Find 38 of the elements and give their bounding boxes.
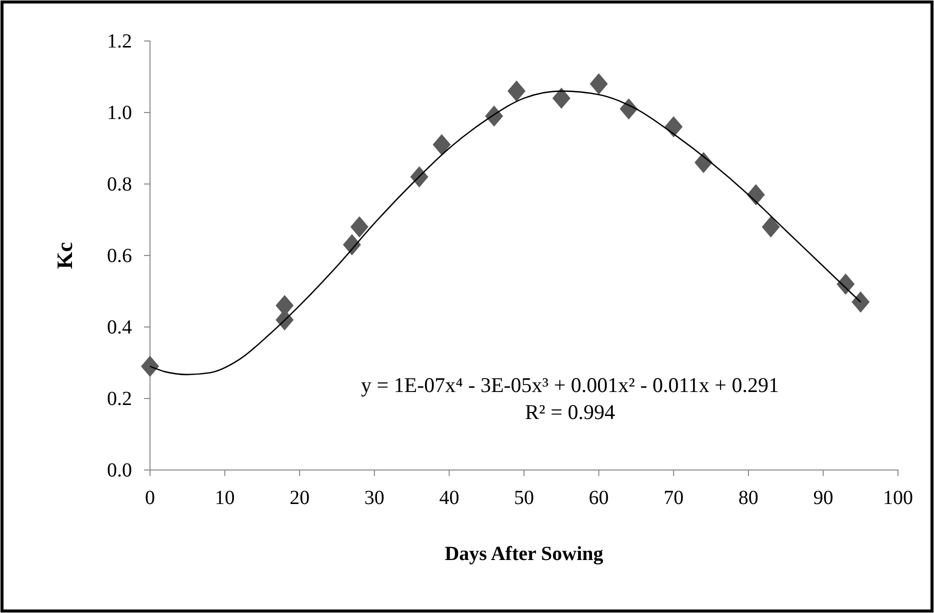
x-tick-label: 0: [145, 487, 155, 510]
point: [620, 98, 638, 120]
y-tick-label: 0.8: [107, 173, 132, 196]
point: [552, 88, 570, 109]
point: [590, 73, 608, 95]
annotation: R² = 0.994: [525, 400, 616, 424]
point: [694, 152, 713, 174]
x-tick-label: 10: [214, 487, 235, 510]
y-tick-label: 0.6: [107, 244, 132, 267]
point: [836, 273, 855, 295]
x-axis-title: Days After Sowing: [444, 543, 604, 565]
annotation: y = 1E-07x⁴ - 3E-05x³ + 0.001x² - 0.011x + 0.291: [360, 373, 780, 397]
y-tick-label: 0.0: [107, 459, 132, 482]
point: [852, 291, 870, 313]
x-tick-label: 50: [514, 487, 534, 510]
point: [410, 166, 428, 188]
y-tick-label: 1.2: [107, 30, 132, 52]
point: [664, 116, 683, 138]
x-tick-label: 100: [883, 487, 913, 510]
point: [432, 134, 451, 156]
y-tick-label: 0.2: [107, 388, 132, 410]
y-axis-title: Kc: [52, 242, 77, 269]
point: [762, 216, 780, 238]
x-tick-label: 80: [738, 487, 758, 510]
x-tick-label: 60: [588, 487, 609, 510]
x-tick-label: 30: [364, 487, 384, 510]
x-tick-label: 90: [813, 487, 834, 510]
point: [508, 80, 526, 102]
x-tick-label: 70: [664, 487, 684, 510]
point: [350, 216, 368, 238]
point: [342, 234, 361, 256]
y-tick-label: 0.4: [107, 316, 132, 338]
y-tick-label: 1.0: [107, 102, 132, 124]
point: [140, 356, 160, 377]
point: [485, 105, 504, 127]
x-tick-label: 20: [290, 487, 310, 510]
x-tick-label: 40: [439, 487, 460, 510]
point: [746, 184, 765, 206]
